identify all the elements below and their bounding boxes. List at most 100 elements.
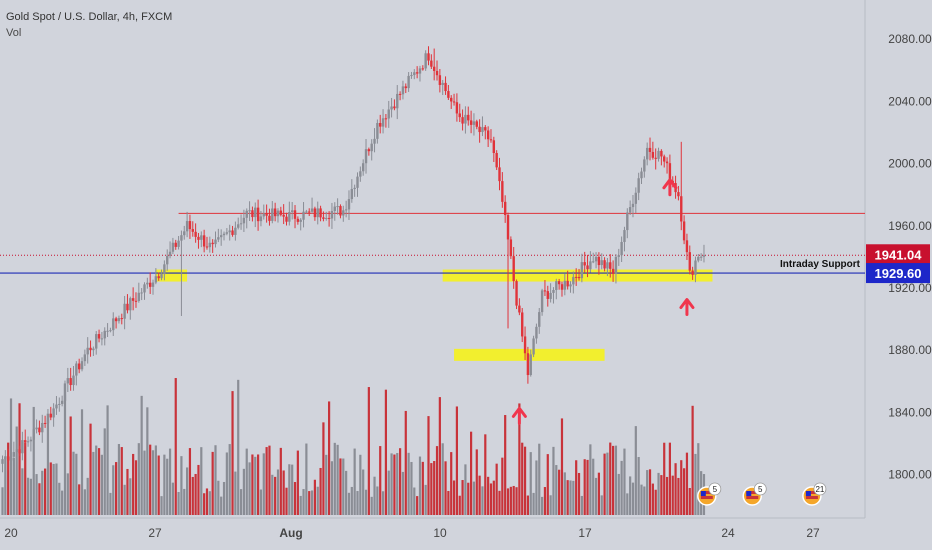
candle-body [694,260,697,275]
volume-bar [251,454,254,515]
volume-bar [137,443,140,515]
volume-bar [217,480,220,515]
candle-body [208,242,212,248]
volume-bar [80,409,84,515]
volume-bar [668,442,671,515]
volume-bar [487,476,490,515]
volume-bar [470,431,473,515]
candle-body [427,53,430,61]
volume-bar [92,451,95,515]
symbol-title[interactable]: Gold Spot / U.S. Dollar, 4h, FXCM [6,11,173,23]
candle-body [367,149,371,152]
date-tick-label: 27 [806,526,820,540]
volume-bar [339,458,342,515]
candle-body [77,363,81,370]
volume-bar [163,454,166,515]
volume-bar [222,481,226,515]
candle-body [609,262,612,269]
candle-body [103,330,106,339]
volume-bar [200,447,203,515]
candle-body [620,241,623,256]
volume-bar [21,468,24,515]
volume-bar [194,473,197,515]
volume-bar [427,416,430,515]
volume-bar [276,469,280,515]
volume-bar [620,460,623,515]
volume-bar [634,426,637,515]
volume-bar [248,462,251,515]
volume-bar [452,480,456,515]
volume-bar [299,495,302,515]
candle-body [384,118,388,120]
volume-bar [404,410,407,515]
volume-bar [563,472,566,515]
candle-body [472,121,476,125]
volume-bar [143,450,146,515]
volume-bar [478,475,481,515]
price-tags: 1941.04 1929.60 [866,244,930,284]
candle-body [242,217,246,224]
candle-body [6,456,10,461]
volume-bar [18,403,21,515]
volume-bar [319,467,322,515]
volume-bar [694,453,697,515]
volume-bar [677,477,680,515]
volume-bar [697,443,700,515]
volume-bar [26,477,30,515]
volume-bar [234,471,237,515]
candle-body [424,53,427,69]
candle-body [441,82,444,85]
candle-body [305,211,308,213]
candle-body [645,147,649,160]
volume-bar [333,442,336,515]
plot-area [0,0,865,518]
candle-body [361,163,365,172]
candle-body [83,354,87,362]
candle-body [129,298,132,311]
volume-bar [242,468,245,515]
volume-bars [1,378,706,515]
volume-bar [274,476,277,515]
candle-body [32,429,35,440]
volume-bar [336,444,339,515]
volume-bar [15,426,18,515]
candle-body [336,206,339,208]
volume-bar [631,482,635,515]
volume-bar [612,445,615,515]
volume-bar [495,463,498,515]
candle-body [248,210,251,212]
up-arrow [679,298,695,317]
volume-bar [328,401,331,515]
candle-body [163,264,166,275]
candle-body [344,209,348,211]
volume-bar [606,452,609,515]
volume-bar [285,487,288,515]
volume-bar [396,453,399,515]
candle-body [259,216,263,222]
candle-body [245,210,248,218]
volume-indicator-label[interactable]: Vol [6,27,22,39]
volume-bar [95,445,98,515]
volume-bar [521,442,524,515]
candle-body [665,161,669,164]
candle-body [60,400,64,404]
candle-body [393,106,396,109]
candle-body [651,151,655,158]
volume-bar [160,496,163,515]
candle-body [254,207,257,218]
candle-body [168,251,172,256]
candle-body [100,338,104,340]
event-count: 5 [713,485,718,494]
candle-body [325,217,328,219]
volume-bar [609,442,612,515]
up-arrow [662,178,678,197]
candle-body [140,292,143,294]
candle-body [273,208,277,217]
economic-event-flag-icon: 21 [802,482,827,506]
candle-body [413,72,416,76]
candle-body [217,237,220,240]
candle-body [63,383,67,401]
candle-body [271,208,274,221]
candle-body [702,255,706,257]
